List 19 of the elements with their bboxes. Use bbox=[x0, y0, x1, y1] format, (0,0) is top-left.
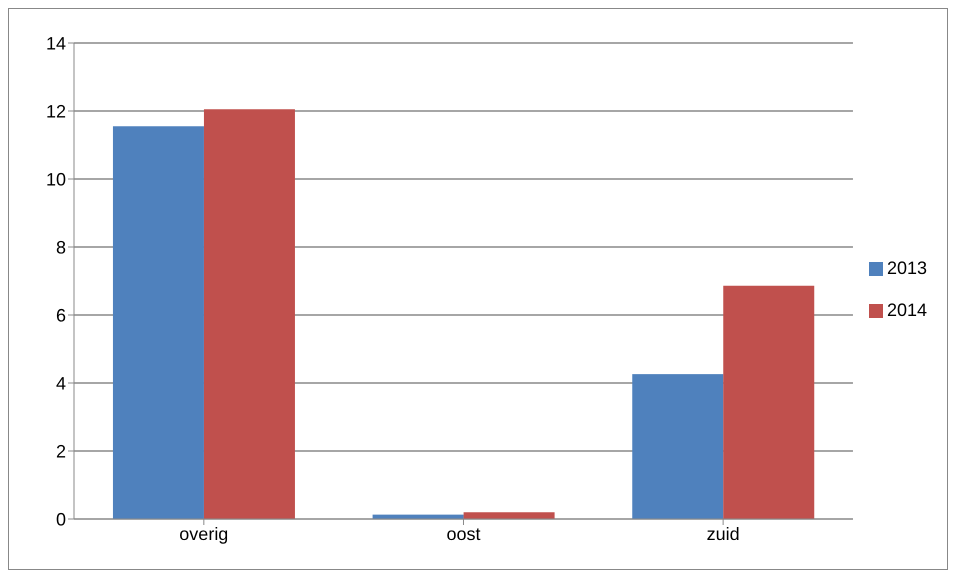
x-tick-label: zuid bbox=[706, 524, 740, 544]
y-tick-label: 4 bbox=[56, 373, 66, 394]
y-tick-label: 10 bbox=[46, 169, 66, 190]
bar bbox=[464, 512, 555, 519]
y-tick-label: 12 bbox=[46, 101, 66, 122]
bar bbox=[723, 286, 814, 519]
bar bbox=[632, 374, 724, 519]
x-tick-label: overig bbox=[179, 524, 228, 544]
y-tick-label: 2 bbox=[56, 441, 66, 462]
legend-label: 2013 bbox=[886, 258, 927, 278]
y-tick-label: 14 bbox=[46, 33, 66, 54]
bar bbox=[372, 514, 464, 519]
bar bbox=[112, 126, 204, 519]
legend-label: 2014 bbox=[886, 300, 927, 320]
y-tick-label: 0 bbox=[56, 509, 66, 530]
y-tick-label: 8 bbox=[56, 237, 66, 258]
x-tick-label: oost bbox=[446, 524, 480, 544]
y-tick-label: 6 bbox=[56, 305, 66, 326]
bar bbox=[204, 109, 295, 519]
